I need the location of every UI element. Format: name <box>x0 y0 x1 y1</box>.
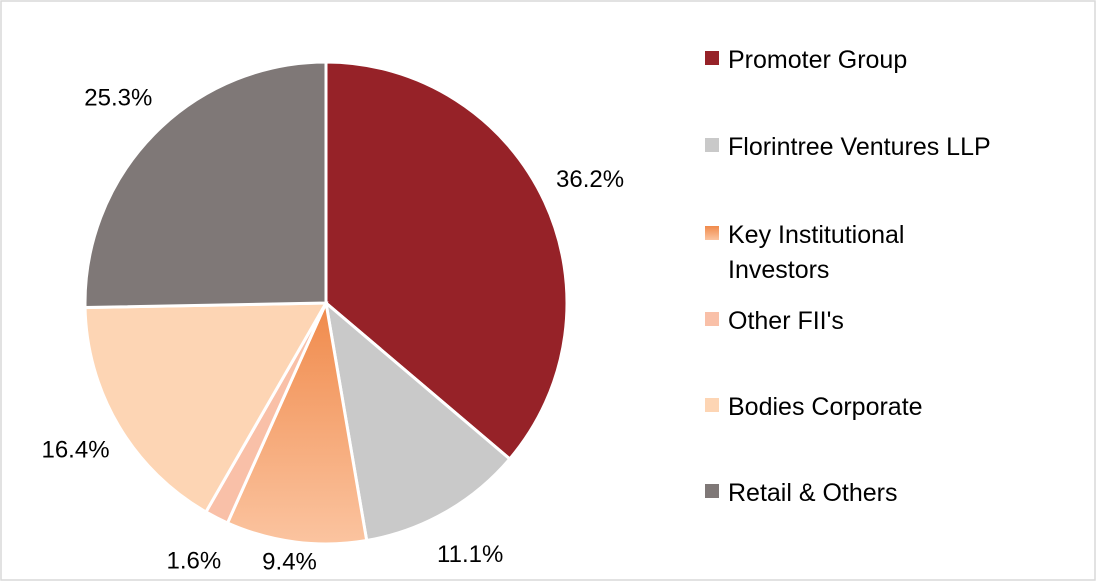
legend-label: Other FII's <box>728 307 844 335</box>
legend-label: Retail & Others <box>728 479 898 507</box>
data-label: 9.4% <box>262 548 317 575</box>
data-label: 1.6% <box>167 548 222 575</box>
data-label: 16.4% <box>41 436 109 463</box>
legend-label: Florintree Ventures LLP <box>728 133 991 161</box>
legend-item: Other FII's <box>705 304 1048 339</box>
legend-item: Retail & Others <box>705 476 1048 511</box>
legend-swatch <box>705 138 719 152</box>
pie-slice <box>225 297 369 546</box>
data-label: 11.1% <box>437 541 503 568</box>
legend-swatch <box>705 51 719 65</box>
legend-item: Key Institutional Investors <box>705 218 958 288</box>
pie-slice <box>324 60 569 462</box>
legend-item: Bodies Corporate <box>705 390 1048 425</box>
legend-swatch <box>705 398 719 412</box>
legend-swatch <box>705 484 719 498</box>
legend-label: Bodies Corporate <box>728 393 923 421</box>
data-label: 36.2% <box>556 166 624 193</box>
legend-item: Promoter Group <box>705 43 1048 78</box>
legend-item: Florintree Ventures LLP <box>705 130 1048 165</box>
legend-swatch <box>705 226 719 240</box>
pie-slice <box>323 299 512 543</box>
legend-swatch <box>705 312 719 326</box>
legend-label: Promoter Group <box>728 46 908 74</box>
data-label: 25.3% <box>84 85 152 112</box>
legend-label: Key Institutional Investors <box>728 221 905 284</box>
pie-slice <box>83 60 328 310</box>
pie-slice <box>83 301 329 515</box>
